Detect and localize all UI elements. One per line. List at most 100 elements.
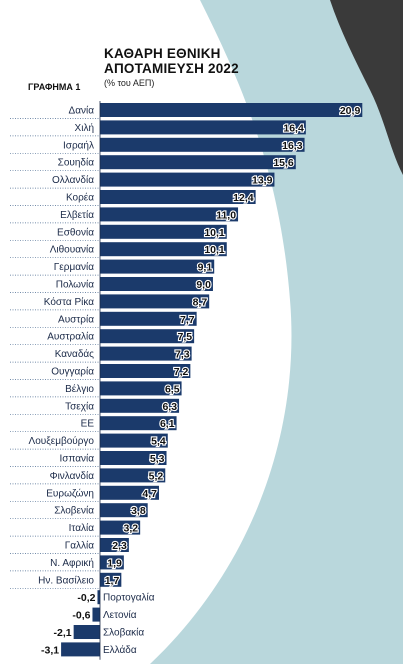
bar [100,277,213,291]
value-label: 3,2 [124,523,139,535]
value-label: 9,1 [198,262,213,274]
category-label: Βέλγιο [65,383,94,395]
category-label: Ην. Βασίλειο [38,574,94,586]
bar [92,607,100,622]
category-label: Καναδάς [55,348,94,360]
bar [100,103,363,117]
category-label: Κορέα [66,192,94,204]
category-label: Ευρωζώνη [46,487,94,499]
bar [100,155,296,170]
category-label: Ιταλία [69,522,95,534]
value-label: 5,2 [149,470,164,482]
category-label: Λετονία [103,609,137,621]
value-label: 1,7 [105,575,120,587]
category-label: Εσθονία [57,226,94,238]
value-label: 15,6 [273,157,294,169]
value-label: 4,7 [142,488,157,500]
category-label: Ισπανία [60,453,95,465]
value-label: 2,3 [112,540,127,552]
figure-label: ΓΡΑΦΗΜΑ 1 [28,82,81,92]
value-label: 6,5 [165,383,180,395]
bar [100,520,141,535]
category-label: Λουξεμβούργο [29,435,95,447]
bar [100,468,166,483]
category-label: Κόστα Ρίκα [44,296,94,308]
bar [100,416,177,431]
value-label: 8,7 [193,296,208,308]
chart-title: ΚΑΘΑΡΗ ΕΘΝΙΚΗ ΑΠΟΤΑΜΙΕΥΣΗ 2022 [104,46,239,76]
category-label: Γερμανία [54,261,94,273]
category-label: Σουηδία [58,157,95,169]
category-label: Δανία [69,105,95,117]
category-label: Ελβετία [60,209,94,221]
bar [100,485,159,500]
value-label: 10,1 [204,227,225,239]
bar [100,451,167,465]
value-label: 20,9 [340,105,361,117]
category-label: Αυστραλία [47,331,94,343]
bar [97,590,100,605]
category-label: Ελλάδα [103,644,137,656]
background-dark-shape [330,0,403,175]
bar [73,625,100,639]
bar [100,381,182,396]
value-label: -3,1 [41,644,59,656]
value-label: 13,9 [252,175,273,187]
value-label: 7,7 [180,314,195,326]
value-label: 10,1 [204,244,225,256]
value-label: 16,3 [282,140,303,152]
bar [100,398,180,413]
category-label: ΕΕ [81,419,95,430]
chart-title-line2: ΑΠΟΤΑΜΙΕΥΣΗ 2022 [104,61,239,76]
value-label: 16,4 [283,122,304,134]
bar [100,224,227,239]
bar [100,538,129,552]
value-label: 9,0 [196,279,211,291]
bar [100,294,210,309]
bar [100,120,306,135]
bar [100,433,168,448]
value-label: 6,1 [160,418,175,430]
value-label: 5,4 [151,436,166,448]
bar [100,259,215,274]
category-label: Σλοβενία [54,505,94,517]
chart-subtitle: (% του ΑΕΠ) [104,78,155,88]
category-label: Πορτογαλία [103,592,155,604]
bar [100,329,195,344]
bar [100,172,275,187]
value-label: 6,3 [162,401,177,413]
category-label: Ισραήλ [63,139,94,151]
value-label: -2,1 [54,627,72,639]
bar [100,346,192,361]
category-label: Φινλανδία [50,470,95,482]
bar [100,555,124,570]
bar [100,364,191,378]
bar [100,242,227,257]
category-label: Αυστρία [58,313,94,325]
value-label: 12,4 [233,192,254,204]
bar [100,190,256,204]
background-shape [150,0,403,664]
category-label: Σλοβακία [103,627,144,639]
bar [100,503,148,518]
value-label: 5,3 [150,453,165,465]
bar [100,137,305,152]
category-label: Γαλλία [65,540,95,552]
value-label: 7,5 [178,331,193,343]
category-label: Λιθουανία [50,244,94,256]
category-label: Ουγγαρία [51,366,94,378]
value-label: 7,3 [175,349,190,361]
value-label: 7,2 [174,366,189,378]
bar [100,311,197,326]
value-label: -0,2 [77,592,95,604]
category-label: Ν. Αφρική [50,557,94,569]
category-label: Πολωνία [56,279,94,291]
category-label: Ολλανδία [52,174,94,186]
value-label: 1,9 [107,557,122,569]
category-label: Τσεχία [65,400,94,412]
bar [61,642,100,657]
value-label: 11,0 [216,209,236,221]
chart-title-line1: ΚΑΘΑΡΗ ΕΘΝΙΚΗ [104,46,221,61]
